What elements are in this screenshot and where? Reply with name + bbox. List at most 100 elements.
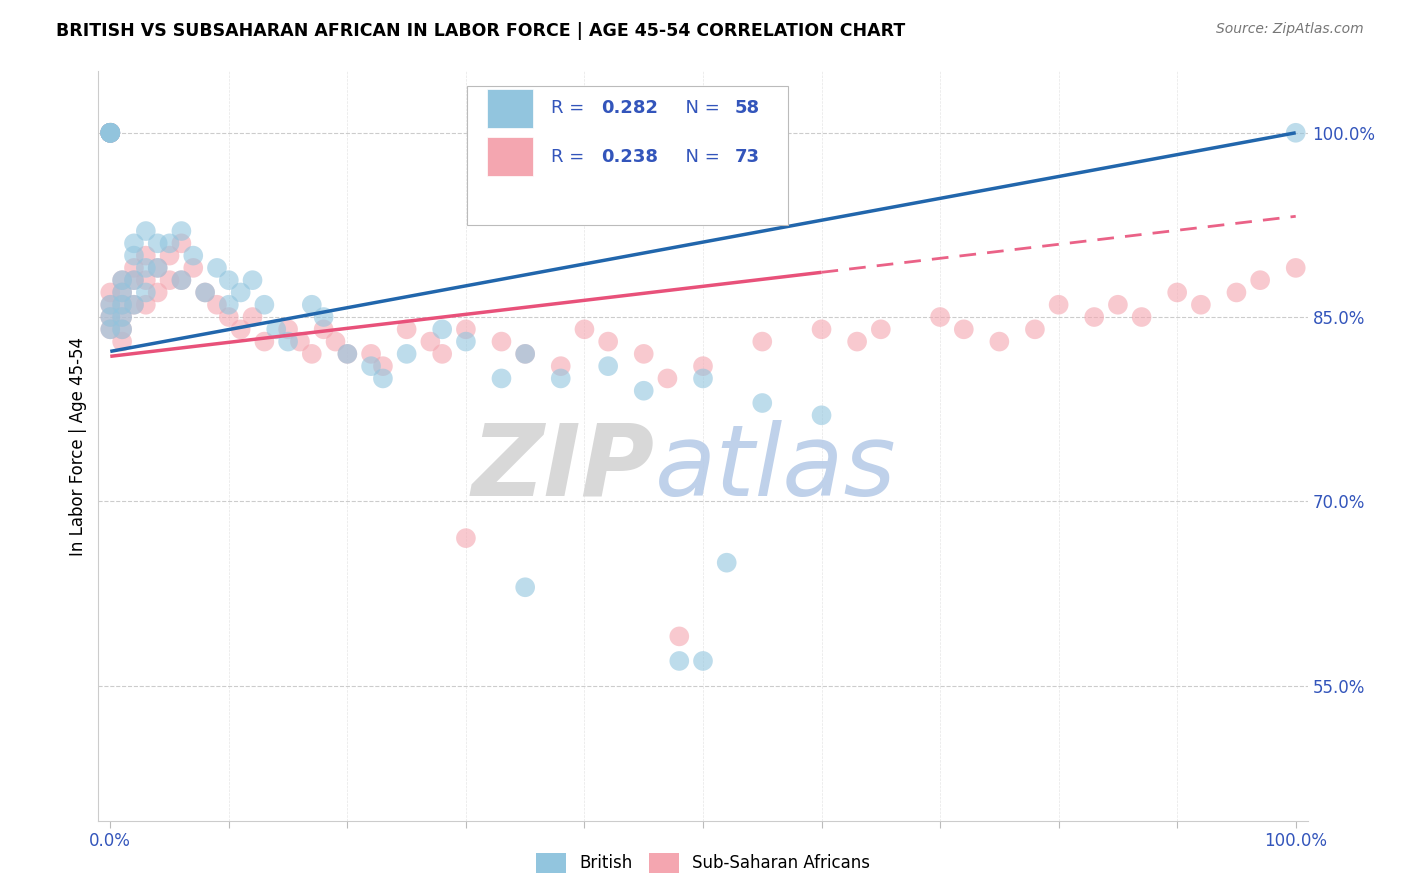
Point (1047, 298, 1070, 312)
Point (1166, 285, 1188, 300)
Point (454, 531, 477, 545)
Text: R =: R = (551, 148, 589, 166)
Point (98, 126, 121, 140)
Point (218, 310, 240, 324)
Point (550, 371, 572, 385)
Point (432, 322, 454, 336)
Point (98, 126, 121, 140)
Point (277, 322, 299, 336)
Point (98, 126, 121, 140)
Point (253, 334, 276, 349)
Point (454, 322, 477, 336)
Point (633, 384, 655, 398)
Point (98, 126, 121, 140)
Point (170, 224, 193, 238)
Point (229, 285, 252, 300)
Point (146, 285, 169, 300)
Point (288, 334, 311, 349)
Point (336, 347, 359, 361)
Point (111, 285, 134, 300)
Point (111, 334, 134, 349)
Point (111, 298, 134, 312)
Point (1130, 310, 1153, 324)
Point (122, 298, 145, 312)
Point (657, 371, 679, 385)
Point (1285, 126, 1308, 140)
Point (716, 556, 738, 570)
Text: 0.238: 0.238 (602, 148, 658, 166)
Point (111, 273, 134, 287)
Point (1107, 298, 1129, 312)
Point (598, 334, 620, 349)
Point (146, 260, 169, 275)
Point (242, 310, 264, 324)
Point (751, 396, 773, 410)
Point (205, 298, 228, 312)
Point (122, 236, 145, 251)
Point (170, 273, 193, 287)
Legend: British, Sub-Saharan Africans: British, Sub-Saharan Africans (529, 847, 877, 880)
Point (98, 322, 121, 336)
Point (181, 249, 204, 263)
Point (122, 298, 145, 312)
Point (98, 298, 121, 312)
Point (98, 126, 121, 140)
Point (218, 273, 240, 287)
Point (98, 126, 121, 140)
Point (550, 359, 572, 373)
Point (432, 347, 454, 361)
Point (135, 285, 157, 300)
Point (846, 334, 869, 349)
Point (170, 273, 193, 287)
Point (454, 334, 477, 349)
Point (122, 273, 145, 287)
Point (98, 126, 121, 140)
Point (598, 359, 620, 373)
Point (146, 260, 169, 275)
Point (253, 298, 276, 312)
Point (491, 371, 513, 385)
Text: BRITISH VS SUBSAHARAN AFRICAN IN LABOR FORCE | AGE 45-54 CORRELATION CHART: BRITISH VS SUBSAHARAN AFRICAN IN LABOR F… (56, 22, 905, 40)
Point (810, 322, 832, 336)
Text: 73: 73 (734, 148, 759, 166)
Point (574, 322, 596, 336)
Point (692, 654, 714, 668)
Point (122, 249, 145, 263)
Point (264, 322, 287, 336)
Point (312, 322, 335, 336)
Text: atlas: atlas (655, 420, 896, 517)
Point (159, 236, 181, 251)
Point (98, 126, 121, 140)
Point (205, 260, 228, 275)
Point (395, 347, 418, 361)
Point (98, 126, 121, 140)
Point (692, 371, 714, 385)
Point (360, 347, 382, 361)
Point (692, 359, 714, 373)
Point (1024, 322, 1046, 336)
Point (98, 285, 121, 300)
Point (988, 334, 1011, 349)
Point (668, 654, 690, 668)
Point (98, 126, 121, 140)
Point (336, 347, 359, 361)
Point (301, 347, 323, 361)
Point (98, 126, 121, 140)
Point (952, 322, 974, 336)
Point (111, 285, 134, 300)
Point (194, 285, 217, 300)
Point (111, 322, 134, 336)
Point (515, 347, 537, 361)
Point (170, 236, 193, 251)
Point (135, 260, 157, 275)
Point (395, 322, 418, 336)
Point (135, 273, 157, 287)
Point (122, 260, 145, 275)
Text: 58: 58 (734, 99, 759, 117)
Point (371, 371, 394, 385)
Point (301, 298, 323, 312)
Point (325, 334, 347, 349)
Point (181, 260, 204, 275)
Point (111, 310, 134, 324)
Bar (486, 88, 533, 128)
